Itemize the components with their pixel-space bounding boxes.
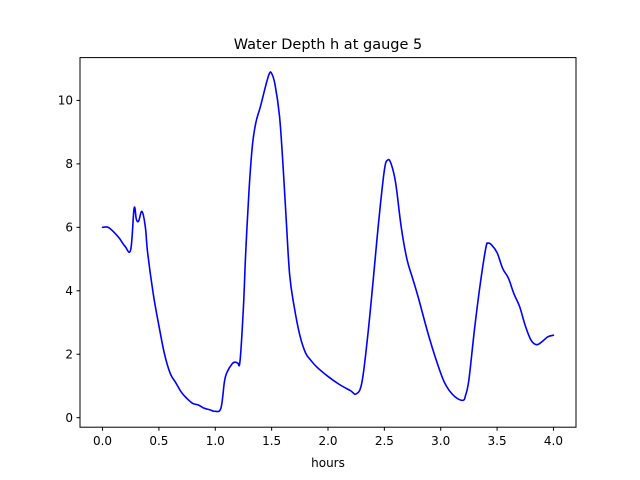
x-tick-label: 3.5 xyxy=(488,434,507,448)
x-tick-label: 2.5 xyxy=(375,434,394,448)
axes-frame xyxy=(79,57,577,428)
x-tick-label: 3.0 xyxy=(431,434,450,448)
y-tick-label: 8 xyxy=(65,157,73,171)
series-line-water-depth xyxy=(101,71,555,413)
x-tick-label: 0.0 xyxy=(93,434,112,448)
y-tick-label: 6 xyxy=(65,221,73,235)
y-axis: 0 2 4 6 8 10 xyxy=(58,94,80,425)
x-tick-label: 1.0 xyxy=(206,434,225,448)
x-axis: 0.0 0.5 1.0 1.5 2.0 2.5 3.0 3.5 4.0 xyxy=(93,427,563,448)
plot-area xyxy=(101,71,555,413)
x-tick-label: 1.5 xyxy=(262,434,281,448)
x-axis-label: hours xyxy=(311,456,345,470)
y-tick-label: 4 xyxy=(65,284,73,298)
chart-title: Water Depth h at gauge 5 xyxy=(234,37,422,53)
y-tick-label: 2 xyxy=(65,347,73,361)
y-tick-label: 10 xyxy=(58,94,73,108)
y-tick-label: 0 xyxy=(65,411,73,425)
x-tick-label: 4.0 xyxy=(544,434,563,448)
x-tick-label: 0.5 xyxy=(149,434,168,448)
x-tick-label: 2.0 xyxy=(318,434,337,448)
